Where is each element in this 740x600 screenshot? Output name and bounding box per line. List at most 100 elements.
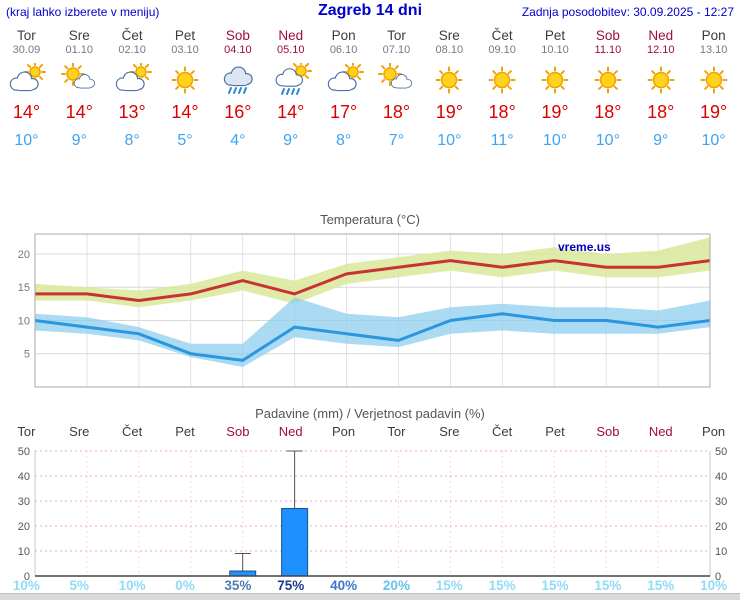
day-date: 11.10: [594, 44, 622, 56]
svg-text:10: 10: [18, 315, 30, 327]
day-max-temp: 14°: [277, 102, 305, 122]
day-name: Sob: [595, 28, 620, 43]
svg-text:20: 20: [18, 249, 30, 261]
sun-icon: [171, 66, 199, 94]
precip-probability-label: 10%: [12, 578, 40, 593]
day-date: 02.10: [118, 44, 146, 56]
precip-day-label: Tor: [17, 424, 36, 439]
precipitation-chart: 0 0 10 10 20 20 30 30 40 40 50 50: [18, 446, 728, 583]
day-weather-icon: [264, 62, 317, 98]
rain-sun-icon: [275, 63, 312, 95]
svg-text:0: 0: [24, 571, 30, 583]
menu-hint-link[interactable]: (kraj lahko izberete v meniju): [6, 5, 160, 19]
day-column-čet-09.10[interactable]: Čet 09.10 18° 11°: [476, 28, 529, 150]
precipitation-chart-title: Padavine (mm) / Verjetnost padavin (%): [255, 406, 485, 421]
day-column-pon-13.10[interactable]: Pon 13.10 19° 10°: [687, 28, 740, 150]
day-name: Čet: [491, 28, 513, 43]
day-column-pet-10.10[interactable]: Pet 10.10 19° 10°: [529, 28, 582, 150]
day-date: 07.10: [382, 44, 411, 56]
precip-day-label: Pet: [545, 424, 565, 439]
day-date: 09.10: [488, 44, 516, 56]
precip-day-label: Sre: [439, 424, 460, 439]
day-weather-icon: [423, 62, 476, 98]
day-min-temp: 10°: [437, 132, 462, 149]
day-date: 30.09: [12, 44, 41, 56]
day-column-sre-08.10[interactable]: Sre 08.10 19° 10°: [423, 28, 476, 150]
precip-day-labels-row: Tor Sre Čet Pet Sob Ned Pon Tor Sre Čet Pet Sob Ned P…: [0, 424, 740, 439]
watermark: vreme.us: [558, 240, 611, 254]
day-min-temp: 11°: [490, 132, 514, 149]
precip-probability-label: 15%: [541, 578, 569, 593]
day-min-temp: 9°: [283, 132, 299, 149]
precip-probability-label: 15%: [647, 578, 675, 593]
day-date: 05.10: [276, 44, 305, 56]
day-weather-icon: [529, 62, 582, 98]
day-max-temp: 16°: [224, 102, 252, 122]
precip-probability-label: 15%: [435, 578, 463, 593]
svg-text:30: 30: [715, 496, 727, 508]
day-min-temp: 8°: [124, 132, 140, 149]
svg-text:15: 15: [18, 282, 30, 294]
day-name: Pet: [174, 28, 196, 43]
precip-probability-row: 10% 5% 10% 0% 35% 75% 40% 20% 15% 15% 15% 15% 15% 10%: [0, 578, 740, 593]
precip-day-label: Sre: [69, 424, 90, 439]
day-name: Sre: [68, 28, 90, 43]
cloud-sun-icon: [10, 63, 47, 92]
sun-icon: [594, 66, 622, 94]
day-weather-icon: [106, 62, 159, 98]
day-column-pon-06.10[interactable]: Pon 06.10 17° 8°: [317, 28, 370, 150]
day-column-ned-05.10[interactable]: Ned 05.10 14° 9°: [264, 28, 317, 150]
day-date: 13.10: [699, 44, 728, 56]
day-weather-icon: [581, 62, 634, 98]
day-name: Pet: [544, 28, 566, 43]
precip-day-label: Sob: [596, 424, 620, 439]
precip-probability-label: 15%: [594, 578, 622, 593]
svg-text:40: 40: [715, 471, 727, 483]
day-column-ned-12.10[interactable]: Ned 12.10 18° 9°: [634, 28, 687, 150]
sun-icon: [647, 66, 675, 94]
day-column-tor-30.09[interactable]: Tor 30.09 14° 10°: [0, 28, 53, 150]
day-column-sob-11.10[interactable]: Sob 11.10 18° 10°: [581, 28, 634, 150]
day-min-temp: 7°: [388, 132, 405, 149]
day-max-temp: 18°: [488, 102, 516, 122]
cloud-sun-icon: [115, 63, 153, 92]
precip-probability-label: 75%: [277, 578, 305, 593]
day-column-pet-03.10[interactable]: Pet 03.10 14° 5°: [159, 28, 212, 150]
day-column-čet-02.10[interactable]: Čet 02.10 13° 8°: [106, 28, 159, 150]
day-date: 03.10: [171, 44, 199, 56]
day-weather-icon: [634, 62, 687, 98]
precip-day-label: Ned: [648, 424, 673, 439]
precip-probability-label: 5%: [69, 578, 90, 593]
svg-text:0: 0: [715, 571, 721, 583]
precip-day-label: Čet: [492, 424, 513, 439]
bottom-scrollbar[interactable]: [0, 593, 740, 600]
svg-text:50: 50: [18, 446, 30, 458]
day-column-tor-07.10[interactable]: Tor 07.10 18° 7°: [370, 28, 423, 150]
day-name: Tor: [387, 28, 406, 43]
precip-day-label: Ned: [278, 424, 303, 439]
precip-day-label: Pon: [702, 424, 726, 439]
svg-text:20: 20: [715, 521, 727, 533]
day-column-sob-04.10[interactable]: Sob 04.10 16° 4°: [211, 28, 264, 150]
day-column-sre-01.10[interactable]: Sre 01.10 14° 9°: [53, 28, 106, 150]
temperature-chart-title: Temperatura (°C): [320, 212, 420, 227]
day-weather-icon: [370, 62, 423, 98]
page-title: Zagreb 14 dni: [317, 2, 423, 19]
day-date: 12.10: [646, 44, 675, 56]
precip-day-label: Čet: [122, 424, 143, 439]
day-name: Pon: [331, 28, 356, 43]
last-update-text: Zadnja posodobitev: 30.09.2025 - 12:27: [521, 5, 734, 19]
day-name: Pon: [701, 28, 726, 43]
day-weather-icon: [0, 62, 53, 98]
day-name: Sre: [438, 28, 460, 43]
day-weather-icon: [687, 62, 740, 98]
day-weather-icon: [317, 62, 370, 98]
rain-icon: [223, 66, 253, 94]
day-min-temp: 8°: [335, 132, 352, 149]
svg-text:10: 10: [715, 546, 727, 558]
sun-icon: [488, 66, 516, 94]
precip-probability-label: 15%: [488, 578, 516, 593]
day-max-temp: 19°: [541, 102, 569, 122]
day-max-temp: 18°: [594, 102, 622, 122]
